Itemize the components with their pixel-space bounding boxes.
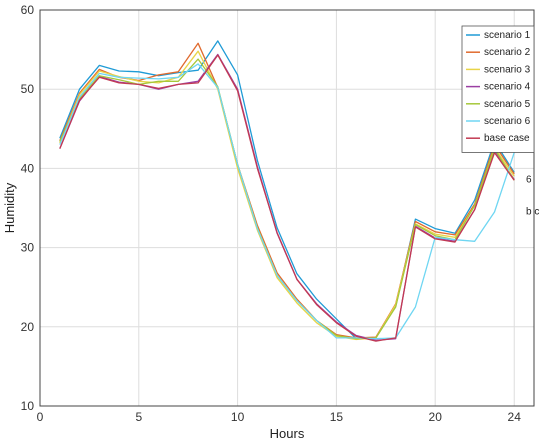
end-label-6: 6 — [526, 175, 532, 186]
legend-entry: scenario 5 — [484, 99, 531, 110]
y-tick-label: 60 — [21, 3, 35, 17]
series-line-scenario-3 — [59, 50, 515, 341]
x-tick-label: 10 — [231, 410, 245, 424]
end-label-bc: b c — [526, 206, 539, 217]
legend-entry: base case — [484, 133, 530, 144]
y-tick-label: 10 — [21, 399, 35, 413]
legend-box — [461, 25, 535, 153]
series-line-base-case — [59, 54, 515, 342]
series-lines — [59, 40, 515, 342]
series-line-scenario-6 — [59, 63, 515, 340]
y-axis-label: Humidity — [2, 182, 17, 233]
series-line-scenario-1 — [59, 40, 515, 340]
x-tick-label: 0 — [37, 410, 44, 424]
y-tick-label: 20 — [21, 320, 35, 334]
legend-entry: scenario 6 — [484, 116, 531, 127]
y-tick-label: 30 — [21, 241, 35, 255]
legend-entry: scenario 4 — [484, 82, 531, 93]
y-tick-label: 40 — [21, 161, 35, 175]
tick-labels: 0 5 10 15 20 24 10 20 30 40 50 60 — [21, 3, 522, 424]
y-tick-label: 50 — [21, 82, 35, 96]
x-tick-label: 20 — [429, 410, 443, 424]
x-tick-label: 5 — [135, 410, 142, 424]
legend-entry: scenario 3 — [484, 64, 531, 75]
x-tick-label: 24 — [508, 410, 522, 424]
plot-frame — [39, 9, 535, 407]
end-labels: 6 b c — [526, 175, 539, 218]
legend-entry: scenario 1 — [484, 30, 531, 41]
legend-entry: scenario 2 — [484, 47, 531, 58]
x-tick-label: 15 — [330, 410, 344, 424]
legend: scenario 1 scenario 2 scenario 3 scenario 4… — [461, 25, 535, 153]
x-axis-label: Hours — [270, 426, 305, 441]
